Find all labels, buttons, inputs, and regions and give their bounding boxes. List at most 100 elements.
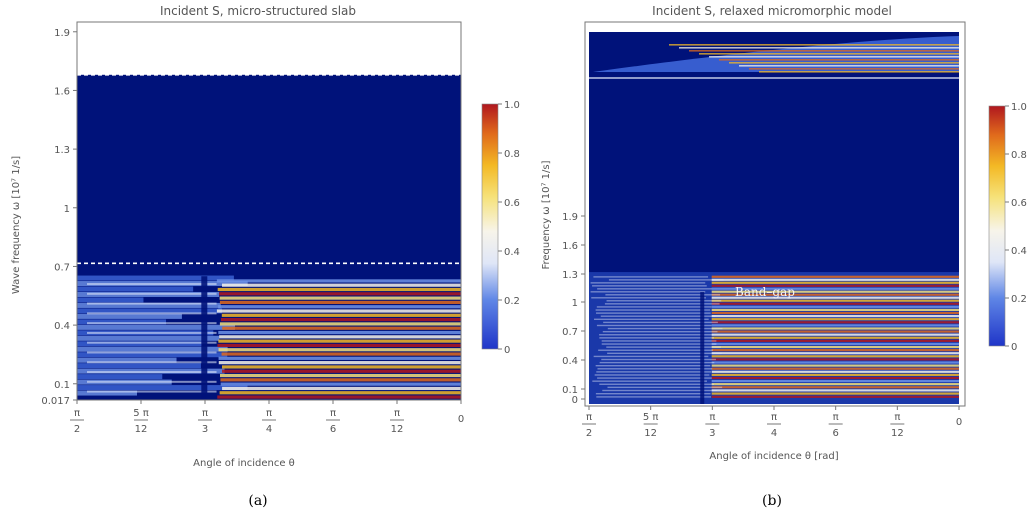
heatmap-band bbox=[607, 386, 723, 389]
heatmap-band bbox=[711, 367, 959, 370]
heatmap-band bbox=[77, 275, 234, 281]
heatmap-band bbox=[221, 365, 461, 369]
heatmap-band bbox=[711, 330, 959, 333]
heatmap-band bbox=[77, 313, 182, 319]
heatmap-band bbox=[591, 297, 706, 299]
heatmap-band bbox=[597, 368, 713, 370]
heatmap-band bbox=[711, 311, 959, 315]
heatmap-plot-area bbox=[77, 22, 461, 400]
heatmap-band bbox=[87, 380, 217, 383]
heatmap-band bbox=[87, 331, 217, 334]
x-tick-label: π bbox=[709, 412, 715, 423]
heatmap-band bbox=[593, 276, 709, 278]
caption-a: (a) bbox=[248, 493, 267, 509]
heatmap-band bbox=[711, 379, 959, 383]
panel-b: Incident S, relaxed micromorphic model B… bbox=[517, 0, 1034, 510]
y-axis-ticks: 00.1 0.4 0.7 1 1.3 1.6 1.9 bbox=[562, 212, 585, 406]
heatmap-band bbox=[602, 330, 718, 333]
colorbar-tick-label: 0 bbox=[504, 345, 510, 356]
x-tick-label: 3 bbox=[709, 428, 715, 439]
heatmap-band bbox=[711, 358, 959, 361]
heatmap-band bbox=[220, 373, 461, 378]
band-gap-annotation: Band–gap bbox=[735, 285, 795, 299]
heatmap-band bbox=[669, 44, 959, 46]
heatmap-band bbox=[77, 308, 222, 314]
heatmap-band bbox=[596, 371, 711, 373]
heatmap-band bbox=[599, 361, 715, 364]
y-axis-label: Frequency ω [10⁷ 1/s] bbox=[541, 160, 552, 269]
colorbar-ticks: 0 0.2 0.4 0.6 0.8 1.0 bbox=[498, 100, 520, 356]
y-tick-label: 1 bbox=[572, 298, 578, 309]
x-tick-label: π bbox=[74, 408, 80, 419]
heatmap-band bbox=[596, 306, 712, 308]
heatmap-band bbox=[711, 284, 959, 287]
heatmap-band bbox=[606, 346, 721, 348]
heatmap-band bbox=[219, 292, 461, 296]
heatmap-band bbox=[217, 395, 461, 399]
heatmap-band bbox=[87, 390, 217, 393]
heatmap-band bbox=[77, 302, 221, 308]
colorbar-tick-label: 0 bbox=[1011, 342, 1017, 353]
y-tick-label: 1.6 bbox=[54, 86, 70, 97]
heatmap-band bbox=[711, 336, 959, 339]
heatmap-band bbox=[222, 369, 461, 373]
x-tick-label: 12 bbox=[391, 424, 404, 435]
heatmap-band bbox=[217, 287, 461, 292]
heatmap-band bbox=[601, 343, 717, 345]
heatmap-band bbox=[77, 341, 203, 347]
heatmap-band bbox=[77, 390, 138, 396]
heatmap-band bbox=[711, 333, 959, 336]
heatmap-band bbox=[596, 312, 711, 314]
heatmap-band bbox=[711, 305, 959, 308]
heatmap-band bbox=[607, 327, 723, 330]
heatmap-band bbox=[711, 392, 959, 395]
colorbar-tick-label: 0.2 bbox=[1011, 294, 1027, 305]
heatmap-band bbox=[739, 65, 959, 67]
heatmap-band bbox=[711, 373, 959, 376]
heatmap-band bbox=[711, 290, 959, 293]
heatmap-cusp bbox=[201, 276, 208, 400]
heatmap-band bbox=[220, 382, 461, 386]
heatmap-band bbox=[218, 356, 461, 360]
x-axis-ticks: π 2 5 π 12 π 3 π 4 π 6 π 12 0 bbox=[582, 406, 962, 439]
heatmap-band bbox=[592, 285, 707, 287]
colorbar-tick-label: 0.4 bbox=[1011, 246, 1027, 257]
x-axis-label: Angle of incidence θ [rad] bbox=[709, 451, 838, 462]
colorbar bbox=[481, 103, 499, 350]
heatmap-band bbox=[711, 386, 959, 389]
heatmap-band bbox=[604, 303, 720, 305]
heatmap-band bbox=[598, 349, 713, 351]
heatmap-band bbox=[219, 322, 461, 326]
x-tick-label: 2 bbox=[74, 424, 80, 435]
heatmap-band bbox=[711, 383, 959, 386]
heatmap-band bbox=[679, 47, 959, 49]
heatmap-band bbox=[87, 292, 217, 295]
heatmap-band bbox=[711, 275, 959, 278]
heatmap-band bbox=[77, 324, 236, 330]
chart-title: Incident S, micro-structured slab bbox=[160, 4, 356, 18]
y-tick-label: 1.9 bbox=[54, 28, 70, 39]
heatmap-band bbox=[711, 321, 959, 324]
heatmap-band bbox=[749, 68, 959, 70]
heatmap-band bbox=[221, 352, 461, 356]
heatmap-band bbox=[711, 364, 959, 367]
plot-frame bbox=[584, 21, 966, 407]
caption-b: (b) bbox=[762, 493, 782, 509]
x-axis-label: Angle of incidence θ bbox=[193, 458, 295, 469]
heatmap-band bbox=[87, 302, 217, 305]
heatmap-band bbox=[77, 385, 248, 391]
heatmap-band bbox=[87, 361, 217, 364]
heatmap-band bbox=[217, 343, 461, 348]
x-tick-label: 5 π bbox=[643, 412, 659, 423]
x-tick-label: 2 bbox=[586, 428, 592, 439]
heatmap-band bbox=[600, 315, 716, 317]
heatmap-band bbox=[599, 383, 714, 385]
heatmap-band bbox=[606, 300, 722, 302]
heatmap-band bbox=[594, 374, 710, 376]
heatmap-band bbox=[719, 59, 959, 61]
heatmap-band bbox=[219, 335, 461, 339]
heatmap-band bbox=[222, 326, 461, 330]
heatmap-band bbox=[87, 351, 217, 354]
chart-a-svg: Incident S, micro-structured slab π 2 5 π 1… bbox=[11, 4, 520, 509]
heatmap-band bbox=[596, 396, 711, 398]
